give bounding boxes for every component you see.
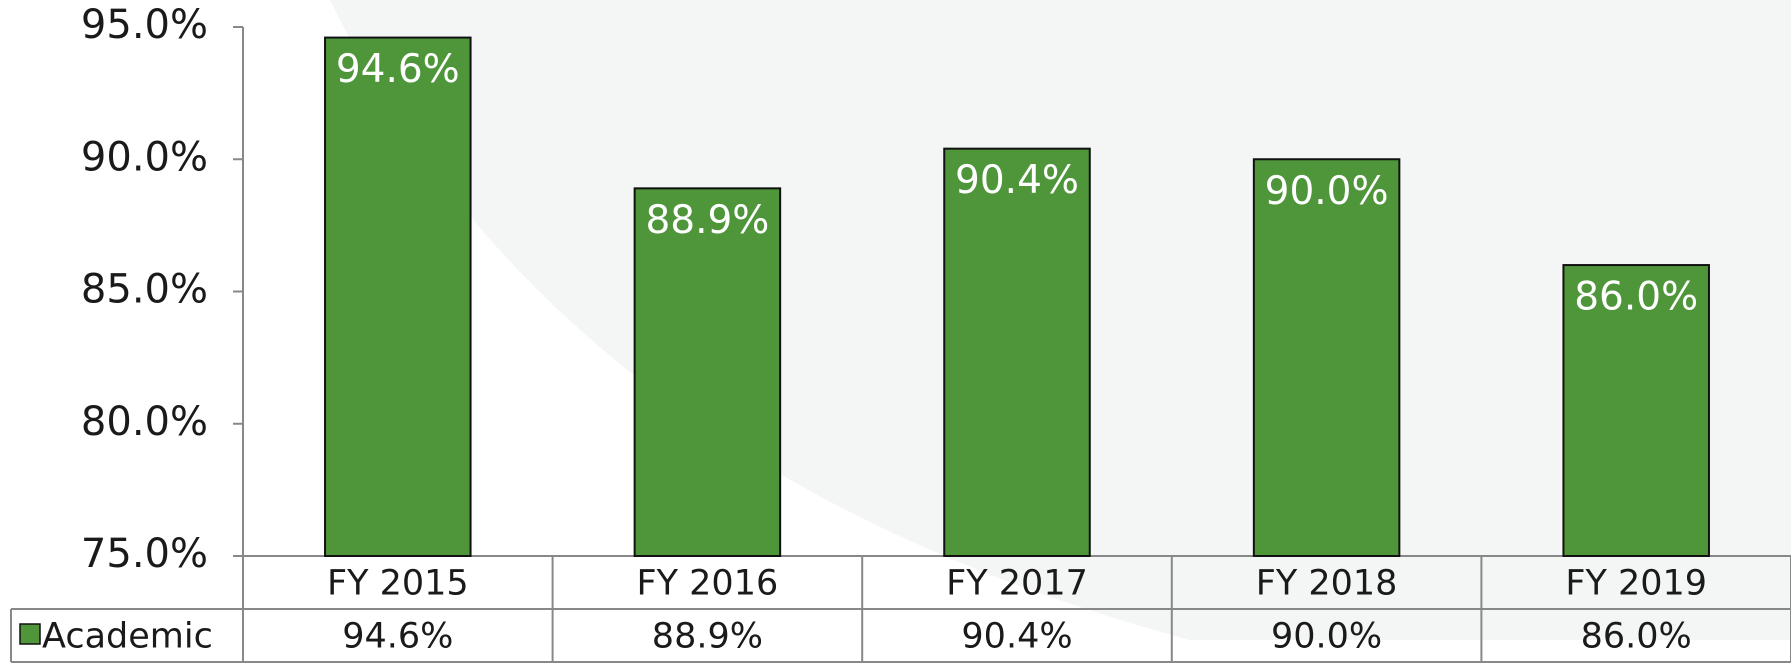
table-value: 86.0% (1581, 617, 1692, 657)
table-value: 88.9% (652, 617, 763, 657)
legend-label: Academic (42, 617, 213, 657)
y-tick-label: 85.0% (81, 267, 208, 313)
value-label: 90.4% (955, 158, 1079, 203)
bar (635, 188, 781, 556)
x-tick-label: FY 2017 (946, 564, 1088, 604)
x-tick-label: FY 2016 (637, 564, 779, 604)
bar (944, 149, 1090, 556)
bar (325, 38, 471, 556)
value-label: 90.0% (1265, 169, 1389, 214)
x-tick-label: FY 2015 (327, 564, 469, 604)
x-tick-label: FY 2019 (1565, 564, 1707, 604)
value-label: 94.6% (336, 47, 460, 92)
table-value: 94.6% (342, 617, 453, 657)
y-tick-label: 80.0% (81, 399, 208, 445)
value-label: 86.0% (1574, 275, 1698, 320)
table-value: 90.0% (1271, 617, 1382, 657)
table-value: 90.4% (961, 617, 1072, 657)
y-tick-label: 95.0% (81, 2, 208, 48)
y-tick-label: 90.0% (81, 134, 208, 180)
value-label: 88.9% (645, 198, 769, 243)
legend-swatch (20, 624, 40, 644)
x-tick-label: FY 2018 (1256, 564, 1398, 604)
bar (1254, 159, 1400, 556)
chart: 75.0% 80.0% 85.0% 90.0% 95.0% FY 2015 FY 2016 F… (0, 0, 1791, 663)
y-tick-label: 75.0% (81, 531, 208, 577)
